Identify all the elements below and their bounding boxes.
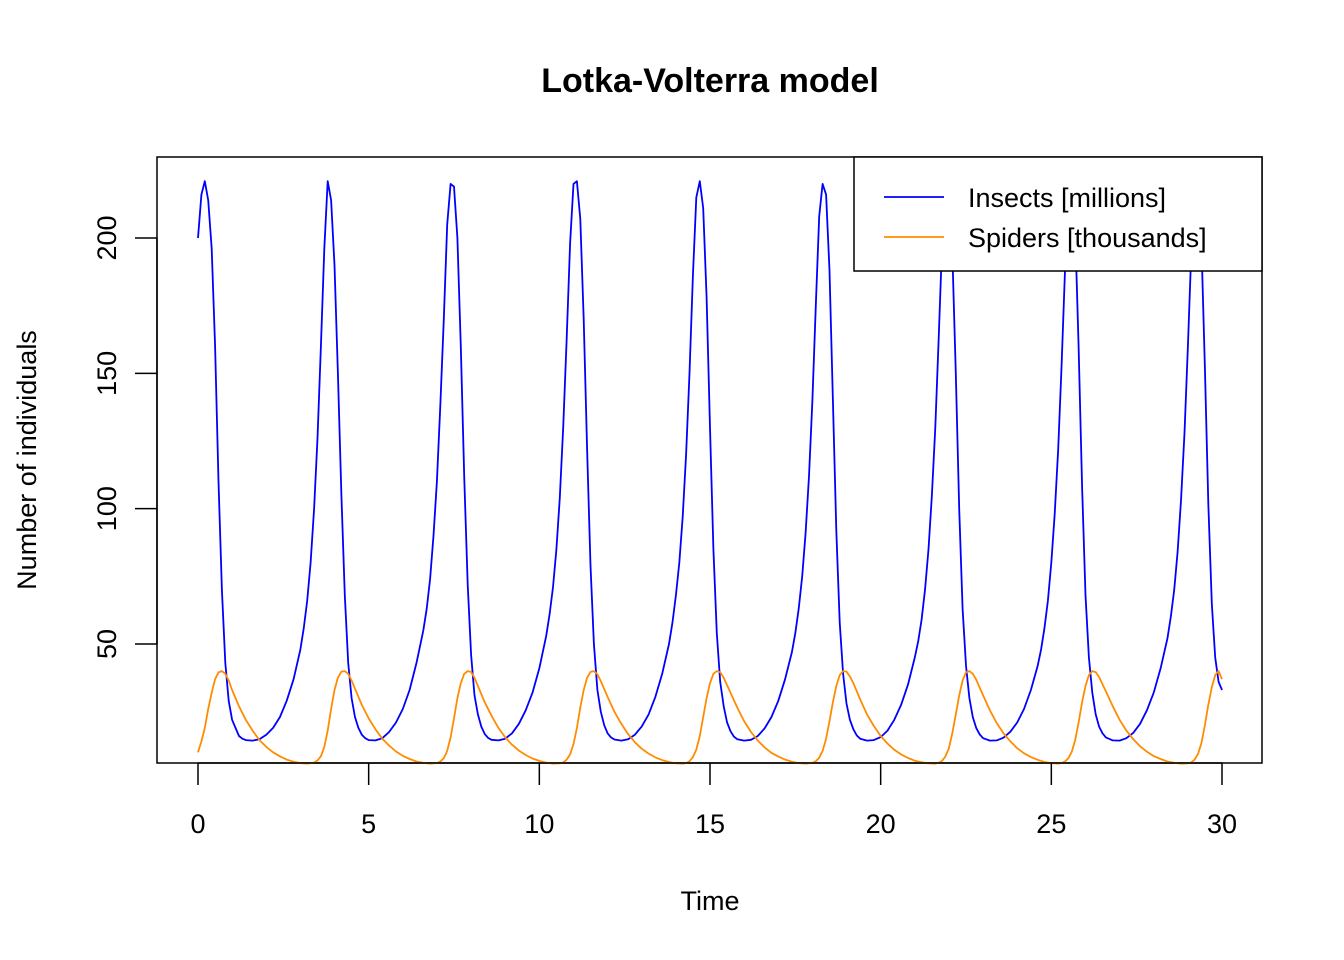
- legend-box: [853, 156, 1263, 272]
- y-tick-label: 200: [92, 215, 122, 260]
- x-tick-label: 5: [361, 809, 376, 839]
- x-tick-label: 0: [190, 809, 205, 839]
- x-tick-label: 30: [1207, 809, 1237, 839]
- legend-label-spiders: Spiders [thousands]: [968, 223, 1207, 253]
- y-tick-label: 100: [92, 486, 122, 531]
- series-line-insects: [197, 180, 1223, 742]
- x-tick-label: 10: [524, 809, 554, 839]
- legend-label-insects: Insects [millions]: [968, 183, 1166, 213]
- x-tick-label: 20: [866, 809, 896, 839]
- x-tick-label: 25: [1036, 809, 1066, 839]
- chart-title: Lotka-Volterra model: [541, 62, 879, 100]
- y-tick-label: 50: [92, 629, 122, 659]
- x-axis: 0 5 10 15 20 25 30: [190, 762, 1237, 839]
- x-axis-label: Time: [681, 886, 740, 916]
- y-axis-label: Number of individuals: [12, 330, 42, 590]
- x-tick-label: 15: [695, 809, 725, 839]
- series-line-spiders: [197, 670, 1223, 765]
- y-tick-label: 150: [92, 351, 122, 396]
- y-axis: 50 100 150 200: [92, 215, 158, 659]
- legend: Insects [millions] Spiders [thousands]: [853, 156, 1263, 272]
